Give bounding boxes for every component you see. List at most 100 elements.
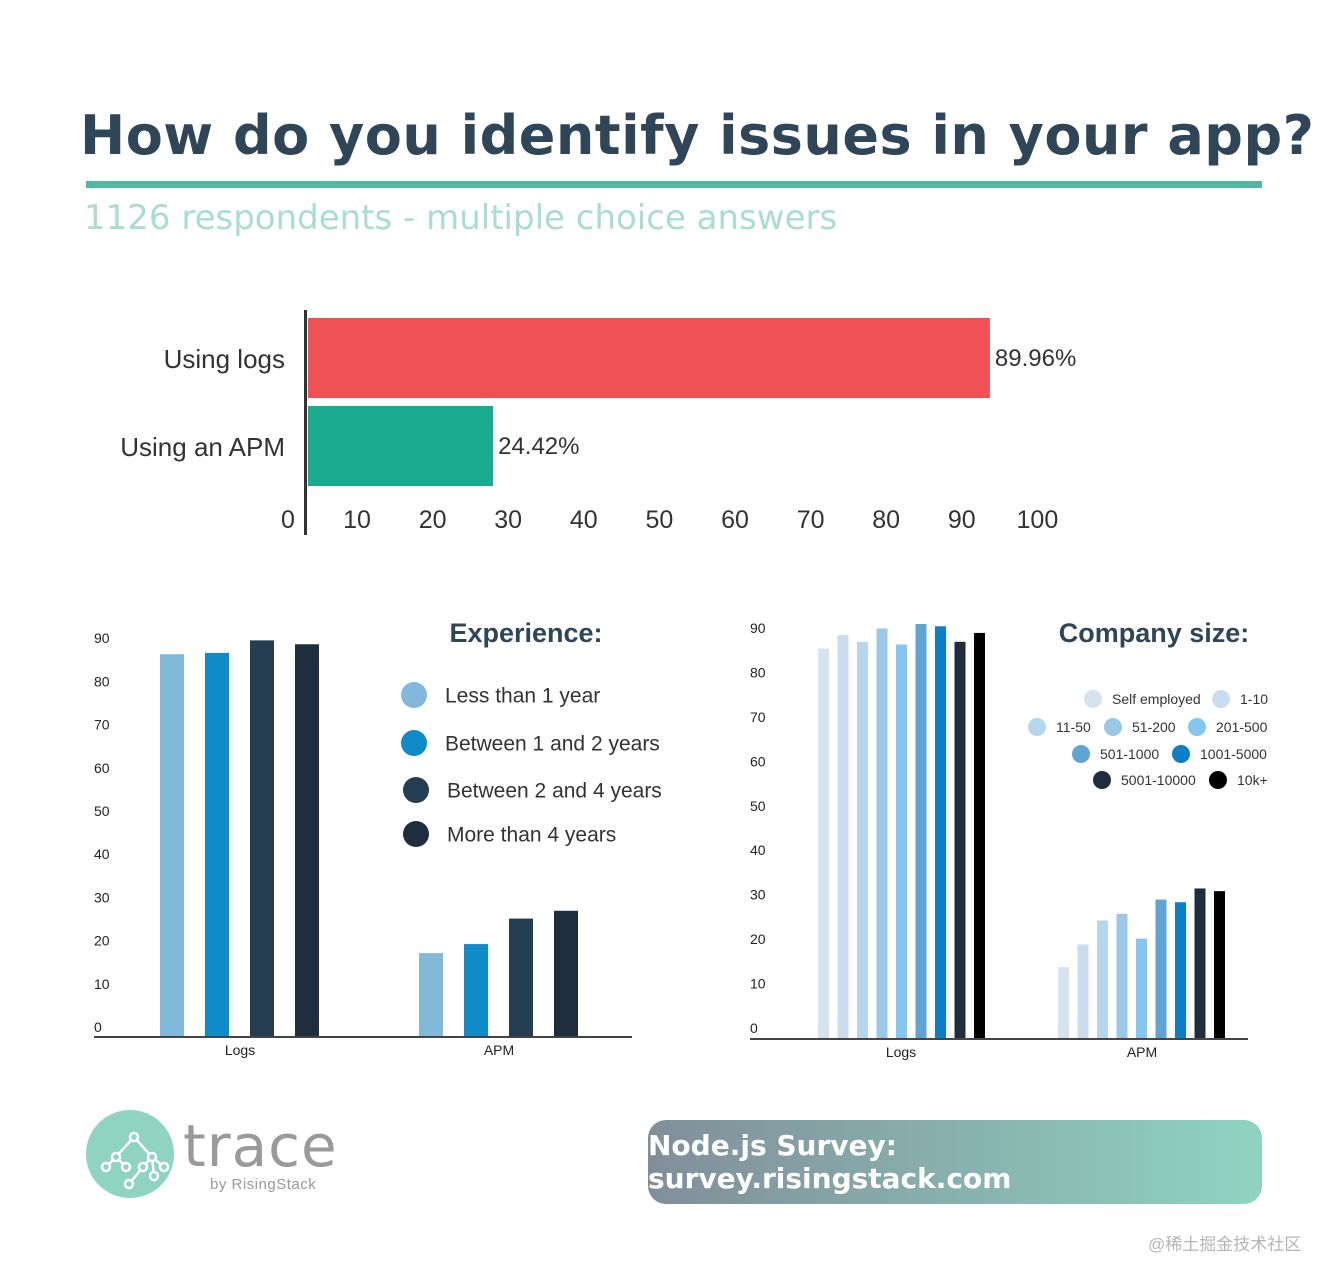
x-category-label: Logs: [225, 1042, 255, 1058]
legend-swatch: [1093, 771, 1111, 789]
bar-logs-5: [915, 624, 927, 1038]
legend-title: Company size:: [1059, 618, 1250, 648]
experience-bar-chart: 0 10 20 30 40 50 60 70 80 90 Logs APM Experience: Les…: [94, 618, 662, 1058]
legend-swatch: [1209, 771, 1227, 789]
x-tick-label: 0: [281, 506, 295, 534]
y-tick-label: 50: [750, 798, 766, 814]
y-tick-label: 0: [750, 1020, 758, 1036]
y-tick-label: 10: [94, 976, 110, 992]
y-tick-label: 60: [750, 753, 766, 769]
watermark: @稀土掘金技术社区: [1148, 1235, 1302, 1254]
company-size-bar-chart: 0 10 20 30 40 50 60 70 80 90 Logs APM Company size: S…: [750, 618, 1268, 1060]
y-tick-label: 90: [94, 630, 110, 646]
bar-logs-7: [954, 641, 966, 1038]
bar-logs-1: [837, 635, 849, 1038]
y-tick-label: 20: [94, 933, 110, 949]
bar-logs-0: [818, 648, 829, 1038]
legend-label: 201-500: [1216, 719, 1268, 735]
x-tick-label: 100: [1017, 506, 1059, 534]
y-tick-label: 70: [94, 717, 110, 733]
bar-apm-3: [1116, 913, 1128, 1038]
bar-logs-3: [295, 644, 319, 1036]
x-tick-label: 20: [419, 506, 447, 534]
bar-logs-3: [876, 628, 888, 1038]
data-label: 89.96%: [995, 345, 1076, 372]
title-divider: [86, 181, 1262, 188]
x-tick-label: 30: [494, 506, 522, 534]
legend-label: Between 2 and 4 years: [447, 780, 662, 803]
x-axis-line: [94, 1036, 632, 1038]
legend-label: More than 4 years: [447, 824, 616, 847]
y-tick-label: 30: [94, 889, 110, 905]
survey-link-banner[interactable]: Node.js Survey: survey.risingstack.com: [648, 1120, 1262, 1204]
y-tick-label: 20: [750, 931, 766, 947]
bar-apm-2: [1097, 920, 1108, 1038]
y-tick-label: 70: [750, 709, 766, 725]
logo-byline: by RisingStack: [210, 1176, 317, 1193]
legend-label: 1001-5000: [1200, 746, 1267, 762]
bar-logs-1: [205, 652, 229, 1036]
legend-swatch: [1084, 690, 1102, 708]
bar-logs-8: [974, 632, 985, 1038]
y-tick-label: 90: [750, 620, 766, 636]
legend-label: 51-200: [1132, 719, 1176, 735]
x-axis-line: [750, 1038, 1248, 1040]
x-category-label: APM: [484, 1042, 514, 1058]
bar-apm-5: [1155, 899, 1167, 1038]
bar-apm-8: [1214, 891, 1225, 1038]
legend-label: 10k+: [1237, 772, 1268, 788]
category-label: Using logs: [164, 344, 285, 374]
bar-apm-3: [554, 910, 578, 1036]
legend-swatch: [1172, 745, 1190, 763]
subtitle: 1126 respondents - multiple choice answe…: [84, 198, 838, 238]
legend-label: 11-50: [1056, 719, 1091, 735]
x-tick-label: 40: [570, 506, 598, 534]
logo-wordmark: trace: [183, 1112, 338, 1180]
legend-label: Self employed: [1112, 691, 1201, 707]
bar-apm-0: [1058, 967, 1069, 1038]
legend-label: 5001-10000: [1121, 772, 1196, 788]
category-label: Using an APM: [120, 432, 285, 462]
legend-swatch: [1188, 718, 1206, 736]
bar-logs-6: [935, 626, 946, 1038]
legend-label: Between 1 and 2 years: [445, 733, 660, 756]
legend-swatch: [1072, 745, 1090, 763]
x-tick-label: 10: [343, 506, 371, 534]
legend-swatch: [403, 821, 429, 847]
legend-swatch: [401, 682, 427, 708]
bar-apm-6: [1175, 902, 1186, 1038]
legend-swatch: [1104, 718, 1122, 736]
legend-swatch: [403, 777, 429, 803]
legend-title: Experience:: [449, 618, 602, 648]
bar-logs-4: [896, 644, 907, 1038]
y-tick-label: 60: [94, 760, 110, 776]
y-tick-label: 0: [94, 1019, 102, 1035]
x-tick-label: 90: [948, 506, 976, 534]
x-tick-label: 80: [872, 506, 900, 534]
bar-apm-1: [464, 944, 488, 1036]
y-tick-label: 80: [750, 664, 766, 680]
y-axis-line: [304, 310, 307, 535]
x-tick-label: 50: [645, 506, 673, 534]
trace-logo-icon: [86, 1110, 174, 1198]
data-label: 24.42%: [498, 433, 579, 460]
bar-apm-7: [1194, 888, 1206, 1038]
bar-apm-4: [1136, 938, 1147, 1038]
x-tick-label: 60: [721, 506, 749, 534]
bar-logs-2: [250, 640, 274, 1036]
bar-apm: [308, 406, 494, 486]
legend-label: 501-1000: [1100, 746, 1159, 762]
y-tick-label: 40: [94, 846, 110, 862]
x-tick-label: 70: [797, 506, 825, 534]
page-title: How do you identify issues in your app?: [80, 104, 1315, 167]
x-category-label: Logs: [886, 1044, 916, 1060]
bar-apm-2: [509, 918, 533, 1036]
bar-logs: [308, 318, 990, 398]
y-tick-label: 50: [94, 803, 110, 819]
bar-apm-0: [419, 953, 443, 1036]
legend-label: 1-10: [1240, 691, 1268, 707]
bar-logs-0: [160, 654, 184, 1036]
y-tick-label: 10: [750, 976, 766, 992]
bar-apm-1: [1077, 944, 1089, 1038]
legend-swatch: [1028, 718, 1046, 736]
